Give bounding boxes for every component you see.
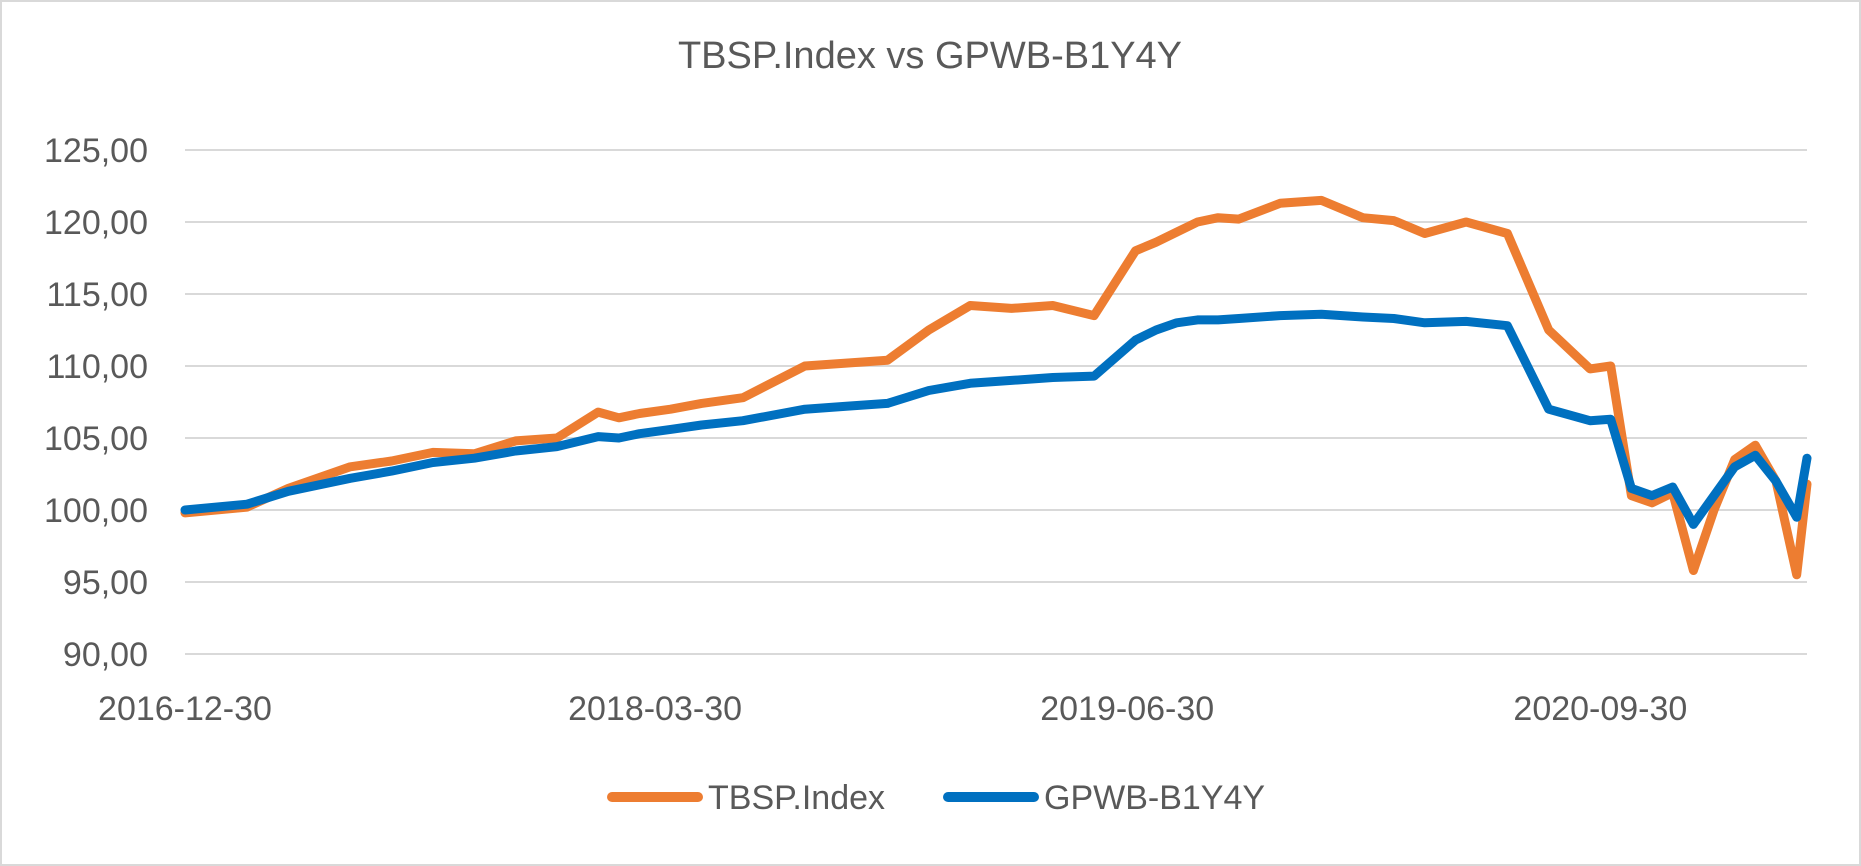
y-tick-label: 120,00 — [44, 204, 148, 242]
y-tick-label: 115,00 — [47, 276, 148, 314]
y-tick-label: 95,00 — [63, 564, 148, 602]
series-line-tbsp-index — [180, 195, 1812, 580]
x-tick-label: 2016-12-30 — [98, 690, 272, 728]
x-tick-label: 2020-09-30 — [1513, 690, 1687, 728]
series-lines — [180, 195, 1812, 580]
x-axis-tick-labels: 2016-12-30 2018-03-30 2019-06-30 2020-09-30… — [98, 690, 1687, 728]
y-axis-tick-labels: 90,00 95,00 100,00 105,00 110,00 115,00 120,00… — [44, 132, 148, 674]
legend-label-gpwb-b1y4y: GPWB-B1Y4Y — [1044, 779, 1265, 817]
x-tick-label: 2019-06-30 — [1040, 690, 1214, 728]
chart-title: TBSP.Index vs GPWB-B1Y4Y — [678, 35, 1182, 77]
y-tick-label: 100,00 — [44, 492, 148, 530]
y-tick-label: 110,00 — [47, 348, 148, 386]
x-tick-label: 2018-03-30 — [568, 690, 742, 728]
y-tick-label: 125,00 — [44, 132, 148, 170]
legend-label-tbsp-index: TBSP.Index — [708, 779, 885, 817]
y-tick-label: 105,00 — [44, 420, 148, 458]
y-tick-label: 90,00 — [63, 636, 148, 674]
legend: TBSP.Index GPWB-B1Y4Y — [607, 779, 1265, 817]
gridlines — [185, 149, 1807, 655]
series-line-gpwb-b1y4y — [180, 309, 1812, 529]
